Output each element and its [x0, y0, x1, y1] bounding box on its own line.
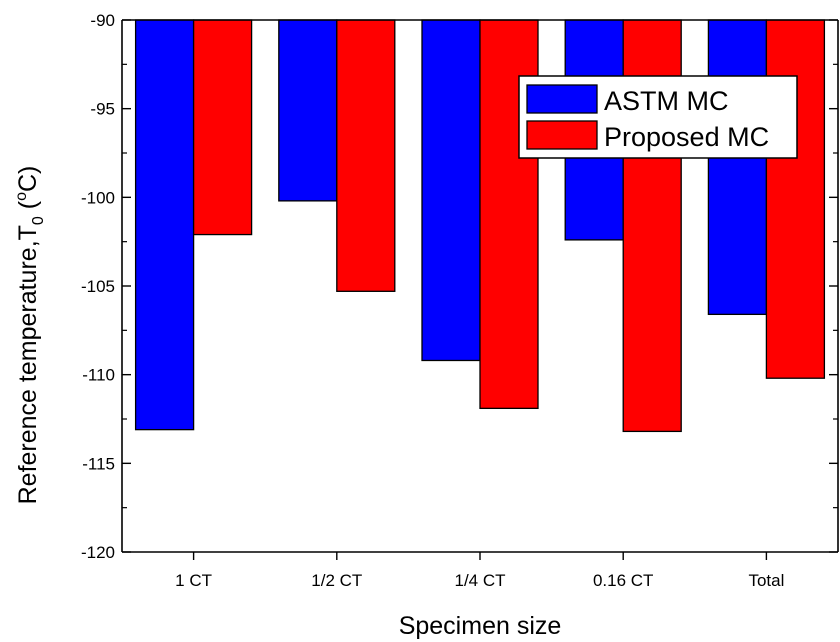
y-tick-label: -115: [82, 454, 115, 473]
y-tick-label: -105: [81, 277, 115, 296]
bar-astm-mc-1-ct: [134, 19, 195, 431]
y-axis-title: Reference temperature,T0 (oC): [13, 166, 47, 505]
y-tick-label: -95: [90, 100, 115, 119]
x-tick-label: 1/2 CT: [311, 571, 362, 590]
x-tick-label: Total: [748, 571, 784, 590]
y-axis-title-unit: C): [14, 166, 42, 192]
bar-proposed-mc-1-2-ct: [336, 19, 396, 292]
bar-proposed-mc-1-ct: [192, 19, 253, 236]
ticks-group: -90 -95 -100 -105 -110 -115 -120 1 CT 1/2 CT 1/4 …: [81, 11, 838, 590]
y-tick-label: -110: [82, 366, 115, 385]
x-axis-title: Specimen size: [399, 612, 562, 640]
x-tick-label: 1 CT: [175, 571, 212, 590]
y-tick-label: -100: [81, 188, 115, 207]
bar-astm-mc-1-2-ct: [278, 19, 338, 202]
x-tick-label: 0.16 CT: [593, 571, 653, 590]
bar-astm-mc-total: [707, 19, 768, 316]
y-axis-title-paren: (: [14, 200, 42, 216]
y-tick-label: -90: [90, 11, 115, 30]
x-tick-label: 1/4 CT: [454, 571, 505, 590]
legend: ASTM MC Proposed MC: [518, 75, 798, 159]
y-tick-label: -120: [81, 543, 115, 562]
y-axis-title-superscript: o: [13, 192, 30, 201]
legend-swatch-proposed-mc: [526, 120, 598, 150]
bar-astm-mc-1-4-ct: [421, 19, 481, 362]
legend-label-proposed-mc: Proposed MC: [604, 122, 769, 152]
y-axis-title-subscript: 0: [30, 216, 47, 225]
bar-proposed-mc-total: [765, 19, 826, 379]
legend-label-astm-mc: ASTM MC: [604, 86, 729, 116]
legend-swatch-astm-mc: [526, 84, 598, 114]
y-axis-title-main: Reference temperature,T: [14, 225, 42, 504]
